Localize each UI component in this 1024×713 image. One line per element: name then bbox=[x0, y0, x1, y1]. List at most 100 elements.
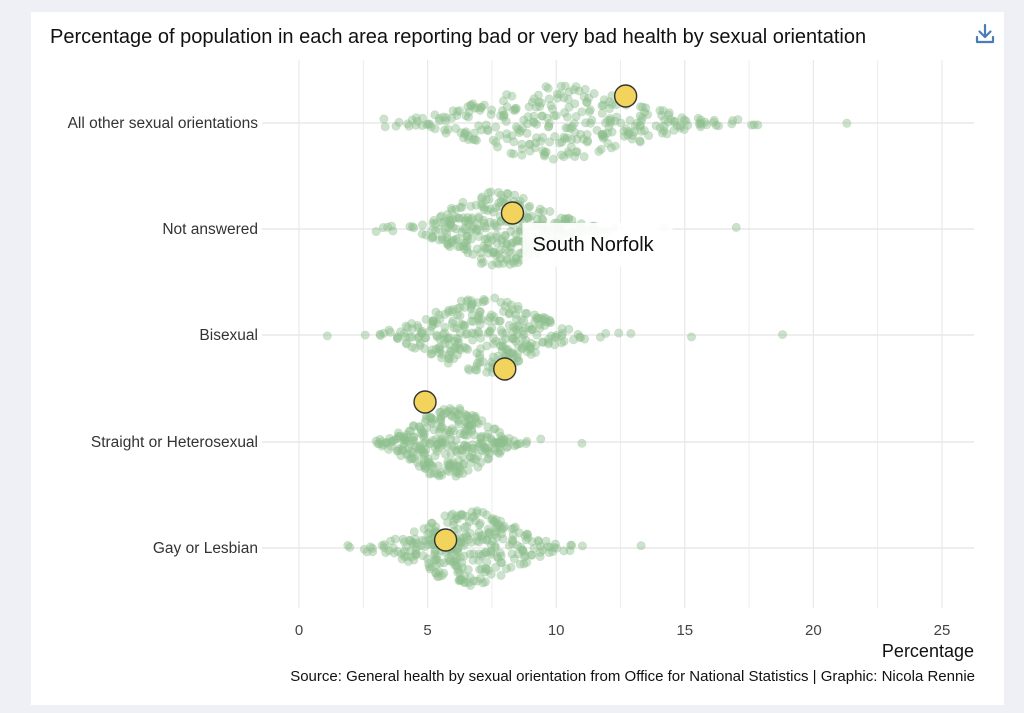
data-point bbox=[444, 339, 454, 349]
data-point bbox=[479, 205, 489, 215]
data-point bbox=[462, 296, 472, 306]
data-point bbox=[446, 218, 456, 228]
data-point bbox=[475, 358, 485, 368]
highlight-point[interactable] bbox=[500, 201, 525, 225]
data-point bbox=[669, 117, 679, 127]
data-point bbox=[489, 247, 499, 257]
data-point bbox=[451, 552, 461, 562]
highlight-point[interactable] bbox=[493, 357, 517, 381]
data-point bbox=[478, 438, 488, 448]
data-point bbox=[424, 535, 434, 545]
data-point bbox=[411, 549, 421, 559]
data-point bbox=[454, 445, 464, 455]
data-point bbox=[452, 110, 462, 120]
data-point bbox=[460, 128, 470, 138]
data-point bbox=[444, 467, 454, 477]
data-point bbox=[421, 230, 431, 240]
data-point bbox=[449, 520, 459, 530]
data-point bbox=[461, 417, 471, 427]
data-point bbox=[411, 545, 421, 555]
data-point bbox=[559, 152, 569, 162]
data-point bbox=[474, 232, 484, 242]
data-point bbox=[453, 310, 463, 320]
data-point bbox=[511, 103, 521, 113]
data-point bbox=[499, 435, 509, 445]
data-point bbox=[434, 113, 444, 123]
data-point bbox=[541, 536, 551, 546]
data-point bbox=[458, 510, 468, 520]
data-point bbox=[498, 194, 508, 204]
data-point bbox=[444, 350, 454, 360]
data-point bbox=[517, 123, 527, 133]
data-point bbox=[371, 436, 381, 446]
data-point bbox=[494, 259, 504, 269]
data-point bbox=[550, 539, 560, 549]
data-point bbox=[424, 457, 434, 467]
download-icon[interactable] bbox=[973, 22, 997, 46]
data-point bbox=[509, 258, 519, 268]
data-point bbox=[403, 323, 413, 333]
data-point bbox=[443, 457, 453, 467]
data-point bbox=[536, 98, 546, 108]
data-point bbox=[474, 121, 484, 131]
data-point bbox=[576, 129, 586, 139]
data-point bbox=[436, 422, 446, 432]
data-point bbox=[533, 535, 543, 545]
data-point bbox=[503, 189, 513, 199]
data-point bbox=[343, 540, 353, 550]
data-point bbox=[557, 324, 567, 334]
data-point bbox=[404, 426, 414, 436]
data-point bbox=[497, 529, 507, 539]
data-point bbox=[477, 564, 487, 574]
data-point bbox=[496, 551, 506, 561]
data-point bbox=[396, 327, 406, 337]
data-point bbox=[483, 206, 493, 216]
data-point bbox=[459, 441, 469, 451]
data-point bbox=[476, 344, 486, 354]
data-point bbox=[636, 102, 646, 112]
data-point bbox=[399, 438, 409, 448]
data-point bbox=[475, 105, 485, 115]
data-point bbox=[556, 213, 566, 223]
data-point bbox=[481, 442, 491, 452]
data-point bbox=[418, 551, 428, 561]
data-point bbox=[445, 353, 455, 363]
data-point bbox=[728, 116, 738, 126]
highlight-point[interactable] bbox=[413, 390, 437, 414]
data-point bbox=[448, 557, 458, 567]
data-point bbox=[393, 444, 403, 454]
data-point bbox=[534, 207, 544, 217]
highlight-point[interactable] bbox=[613, 84, 638, 108]
data-point bbox=[462, 329, 472, 339]
data-point bbox=[675, 123, 685, 133]
data-point bbox=[658, 106, 668, 116]
data-point bbox=[504, 540, 514, 550]
data-point bbox=[476, 439, 486, 449]
data-point bbox=[439, 558, 449, 568]
data-point bbox=[495, 548, 505, 558]
data-point bbox=[464, 216, 474, 226]
data-point bbox=[485, 217, 495, 227]
data-point bbox=[509, 149, 519, 159]
data-point bbox=[727, 119, 737, 129]
data-point bbox=[605, 114, 615, 124]
data-point bbox=[519, 559, 529, 569]
data-point bbox=[402, 551, 412, 561]
data-point bbox=[502, 239, 512, 249]
data-point bbox=[569, 85, 579, 95]
data-point bbox=[538, 545, 548, 555]
data-point bbox=[488, 437, 498, 447]
data-point bbox=[522, 436, 532, 446]
data-point bbox=[598, 133, 608, 143]
data-point bbox=[619, 126, 629, 136]
data-point bbox=[664, 110, 674, 120]
data-point bbox=[431, 568, 441, 578]
data-point bbox=[546, 101, 556, 111]
data-point bbox=[419, 524, 429, 534]
data-point bbox=[460, 522, 470, 532]
data-point bbox=[457, 509, 467, 519]
data-point bbox=[686, 332, 696, 342]
data-point bbox=[428, 318, 438, 328]
data-point bbox=[463, 135, 473, 145]
highlight-point[interactable] bbox=[433, 528, 458, 552]
